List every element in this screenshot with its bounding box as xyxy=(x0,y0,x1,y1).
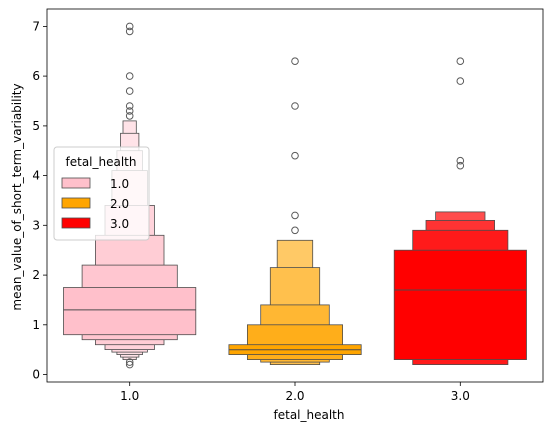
box-1.0-level-1 xyxy=(63,287,197,336)
legend-entries: 1.0 2.0 3.0 xyxy=(61,177,129,231)
outlier-point-1.0-8 xyxy=(125,27,134,36)
outlier-point-1.0-5 xyxy=(125,102,134,110)
legend-label-3.0: 3.0 xyxy=(110,217,129,231)
outlier-point-1.0-9 xyxy=(125,22,134,31)
box-3.0-level-1 xyxy=(393,249,527,360)
x-tick-label-2.0: 2.0 xyxy=(285,389,304,403)
legend: fetal_health 1.0 2.0 3.0 xyxy=(53,146,150,241)
y-tick-label-3: 3 xyxy=(32,218,40,232)
outlier-point-2.0-3 xyxy=(291,151,299,160)
outlier-point-3.0-1 xyxy=(456,161,465,170)
y-tick-label-6: 6 xyxy=(32,69,40,83)
outlier-point-2.0-5 xyxy=(291,57,299,66)
y-tick-label-5: 5 xyxy=(32,119,40,133)
legend-swatch-1.0 xyxy=(61,177,91,189)
legend-label-1.0: 1.0 xyxy=(110,177,129,191)
legend-swatch-3.0 xyxy=(61,217,91,229)
x-tick-label-1.0: 1.0 xyxy=(120,389,139,403)
outlier-point-2.0-4 xyxy=(291,102,299,110)
outlier-point-2.0-1 xyxy=(291,226,299,235)
y-tick-label-7: 7 xyxy=(32,19,40,33)
x-axis-label: fetal_health xyxy=(274,408,345,422)
outlier-point-1.0-3 xyxy=(125,112,134,120)
outlier-point-3.0-2 xyxy=(456,156,465,165)
y-tick-label-2: 2 xyxy=(32,268,40,282)
outlier-point-1.0-1 xyxy=(125,360,134,369)
y-axis-label: mean_value_of_short_term_variability xyxy=(10,83,24,310)
y-tick-label-4: 4 xyxy=(32,169,40,183)
outlier-point-3.0-4 xyxy=(456,57,465,66)
legend-label-2.0: 2.0 xyxy=(110,197,129,211)
outlier-point-1.0-4 xyxy=(125,107,134,115)
outlier-point-2.0-2 xyxy=(291,211,299,220)
legend-frame xyxy=(53,146,150,241)
legend-swatch-2.0 xyxy=(61,197,91,209)
outlier-point-1.0-7 xyxy=(125,72,134,80)
outlier-point-3.0-3 xyxy=(456,77,465,85)
outlier-point-1.0-6 xyxy=(125,87,134,95)
y-tick-label-1: 1 xyxy=(32,318,40,332)
x-tick-label-3.0: 3.0 xyxy=(451,389,470,403)
axes: 0 1 2 3 4 5 6 7 1.0 2.0 3.0 xyxy=(32,8,544,403)
outlier-point-1.0-2 xyxy=(125,358,134,366)
legend-title: fetal_health xyxy=(66,155,137,169)
y-tick-label-0: 0 xyxy=(32,368,40,382)
